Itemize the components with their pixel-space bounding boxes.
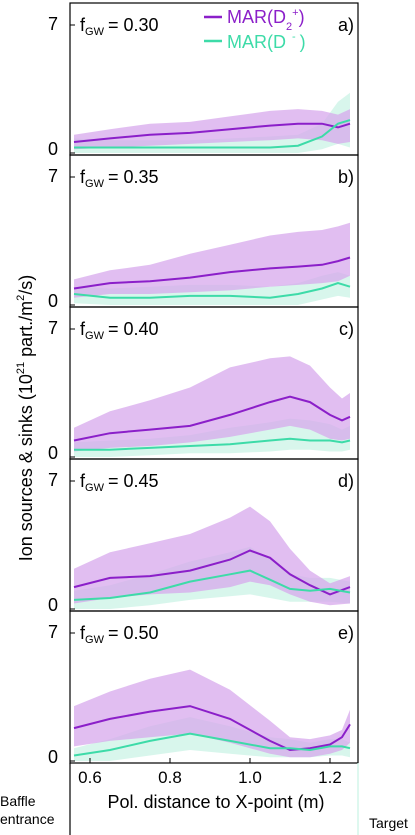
x-tick-label: 1.0 <box>238 768 262 787</box>
line-mar-dm <box>73 732 351 757</box>
y-label-tail: part./m <box>16 301 36 362</box>
line-mar-d2 <box>73 395 351 442</box>
legend-dm-label: MAR(D -) <box>227 31 306 52</box>
f-gw-label: fGW = 0.30 <box>80 15 159 38</box>
band-mar-d2 <box>74 356 350 452</box>
y-tick-label: 7 <box>48 622 58 642</box>
y-tick-label: 0 <box>48 747 58 767</box>
entrance-label: entrance <box>0 811 55 827</box>
panel-e: 7 0 fGW = 0.50 e) <box>48 610 359 767</box>
x-tick-label: 1.2 <box>318 768 342 787</box>
legend-d2-label: MAR(D2+) <box>227 7 305 33</box>
panel-c: 7 0 fGW = 0.40 c) <box>48 306 359 463</box>
x-tick-label: 0.6 <box>78 768 102 787</box>
f-gw-label: fGW = 0.35 <box>80 167 159 190</box>
band-mar-d2 <box>74 222 350 298</box>
y-tick-label: 7 <box>48 14 58 34</box>
panel-letter: d) <box>338 471 354 491</box>
target-label: Target <box>369 815 408 831</box>
y-tick-label: 0 <box>48 595 58 615</box>
y-label-main: Ion sources & sinks (10 <box>16 374 36 561</box>
y-tick-label: 7 <box>48 470 58 490</box>
y-tick-label: 0 <box>48 291 58 311</box>
f-gw-label: fGW = 0.40 <box>80 319 159 342</box>
y-tick-label: 7 <box>48 318 58 338</box>
band-mar-d2 <box>74 506 350 606</box>
y-tick-label: 0 <box>48 443 58 463</box>
y-tick-label: 7 <box>48 166 58 186</box>
line-mar-dm <box>74 119 351 149</box>
panel-d: 7 0 fGW = 0.45 d) <box>48 458 359 615</box>
y-label-exp2: 2 <box>15 295 27 301</box>
x-axis-label: Pol. distance to X-point (m) <box>107 792 324 812</box>
panel-a: 7 0 fGW = 0.30 a) <box>48 2 359 159</box>
line-mar-d2 <box>73 705 351 752</box>
line-mar-dm <box>73 569 351 601</box>
band-mar-d2 <box>74 109 350 150</box>
legend: MAR(D2+) MAR(D -) <box>204 7 306 52</box>
panel-frame <box>69 610 359 764</box>
baffle-label: Baffle <box>0 793 36 809</box>
panel-letter: c) <box>339 319 354 339</box>
y-label-exp: 21 <box>15 362 27 374</box>
y-axis-label: Ion sources & sinks (1021 part./m2/s) <box>15 275 36 561</box>
panel-letter: a) <box>338 15 354 35</box>
panel-letter: e) <box>338 623 354 643</box>
line-mar-dm <box>73 282 351 299</box>
line-mar-dm <box>74 437 351 451</box>
svg-text:Ion sources & sinks (1021 part: Ion sources & sinks (1021 part./m2/s) <box>15 275 36 561</box>
line-mar-d2 <box>73 549 351 596</box>
panel-b: 7 0 fGW = 0.35 b) <box>48 154 359 311</box>
line-mar-d2 <box>73 256 351 290</box>
panel-letter: b) <box>338 167 354 187</box>
f-gw-label: fGW = 0.50 <box>80 623 159 646</box>
y-tick-label: 0 <box>48 139 58 159</box>
line-mar-d2 <box>73 122 351 143</box>
x-tick-label: 0.8 <box>158 768 182 787</box>
y-label-end: /s) <box>16 275 36 295</box>
f-gw-label: fGW = 0.45 <box>80 471 159 494</box>
x-axis: 0.6 0.8 1.0 1.2 <box>69 758 359 835</box>
